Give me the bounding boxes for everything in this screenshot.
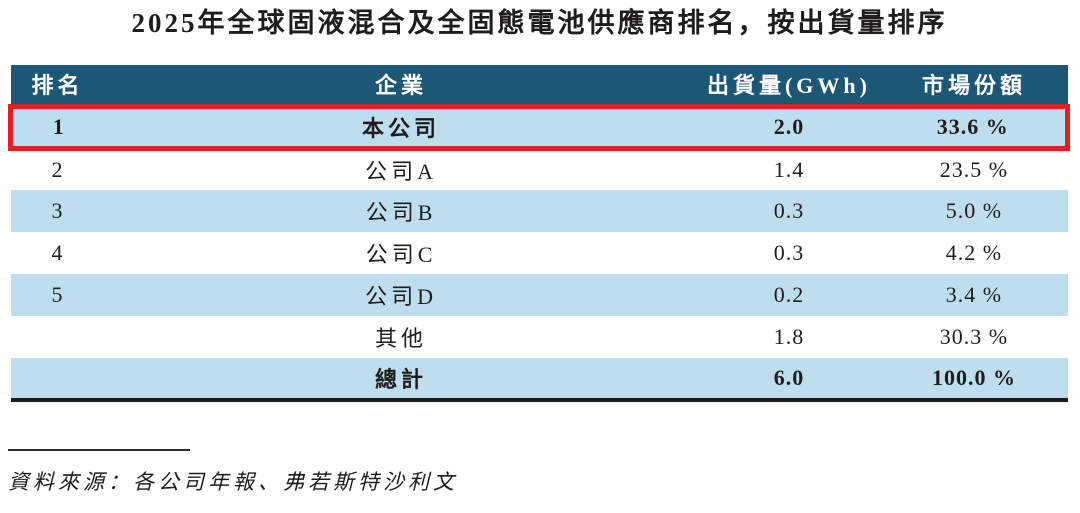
share-cell: 5.0 % (880, 190, 1068, 232)
column-header-share: 市場份額 (880, 65, 1068, 106)
source-note: 資料來源：各公司年報、弗若斯特沙利文 (8, 470, 458, 494)
shipment-cell: 1.4 (697, 148, 881, 190)
column-header-shipment: 出貨量(GWh) (697, 65, 881, 106)
rank-cell (10, 316, 105, 358)
share-cell: 4.2 % (880, 232, 1068, 274)
company-cell: 總計 (104, 358, 698, 402)
table-row: 3 公司B 0.3 5.0 % (10, 190, 1068, 232)
share-cell: 30.3 % (880, 316, 1068, 358)
share-cell: 3.4 % (880, 274, 1068, 316)
ranking-table: 排名 企業 出貨量(GWh) 市場份額 1 本公司 2.0 33.6 % 2 公司A 1.4… (7, 65, 1071, 402)
table-row: 2 公司A 1.4 23.5 % (10, 148, 1068, 190)
shipment-cell: 6.0 (697, 358, 881, 402)
footnote-divider (8, 449, 190, 451)
table-row: 5 公司D 0.2 3.4 % (10, 274, 1068, 316)
total-row: 總計 6.0 100.0 % (10, 358, 1068, 402)
column-header-company: 企業 (104, 65, 698, 106)
rank-cell: 1 (7, 103, 105, 151)
table-row: 其他 1.8 30.3 % (10, 316, 1068, 358)
table-header-row: 排名 企業 出貨量(GWh) 市場份額 (10, 65, 1068, 106)
column-header-rank: 排名 (10, 65, 105, 106)
company-cell: 公司A (104, 148, 698, 190)
company-cell: 其他 (104, 316, 698, 358)
table-row: 4 公司C 0.3 4.2 % (10, 232, 1068, 274)
share-cell: 23.5 % (880, 148, 1068, 190)
page-title: 2025年全球固液混合及全固態電池供應商排名，按出貨量排序 (131, 8, 948, 38)
company-cell: 公司C (104, 232, 698, 274)
highlighted-row: 1 本公司 2.0 33.6 % (7, 103, 1071, 151)
rank-cell: 4 (10, 232, 105, 274)
table-body: 1 本公司 2.0 33.6 % 2 公司A 1.4 23.5 % 3 公司B 0.3 5.0 % 4 公… (7, 103, 1071, 402)
shipment-cell: 0.2 (697, 274, 881, 316)
shipment-cell: 1.8 (697, 316, 881, 358)
rank-cell: 3 (10, 190, 105, 232)
shipment-cell: 2.0 (697, 103, 881, 151)
rank-cell: 5 (10, 274, 105, 316)
shipment-cell: 0.3 (697, 190, 881, 232)
document-page: 2025年全球固液混合及全固態電池供應商排名，按出貨量排序 排名 企業 出貨量(… (7, 8, 1071, 494)
company-cell: 本公司 (104, 103, 698, 151)
company-cell: 公司D (104, 274, 698, 316)
rank-cell (10, 358, 105, 402)
company-cell: 公司B (104, 190, 698, 232)
shipment-cell: 0.3 (697, 232, 881, 274)
share-cell: 100.0 % (880, 358, 1068, 402)
share-cell: 33.6 % (880, 103, 1071, 151)
rank-cell: 2 (10, 148, 105, 190)
